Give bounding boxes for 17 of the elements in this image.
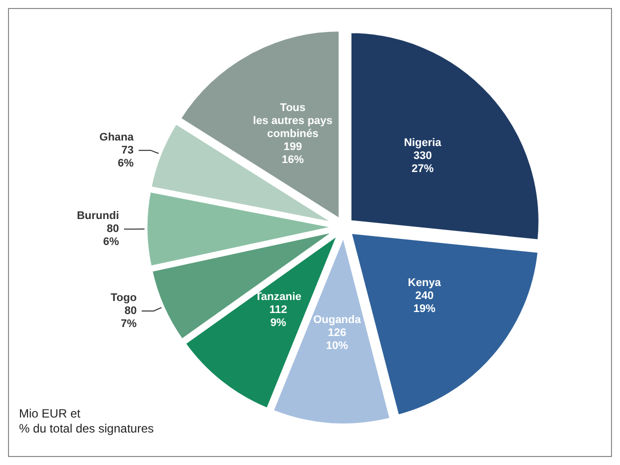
data-label: 330 27% <box>412 150 434 175</box>
data-label: 199 16% <box>282 141 304 166</box>
data-label: 112 9% <box>269 304 288 330</box>
slice-label: Nigeria <box>404 136 442 149</box>
data-label: 240 19% <box>413 290 436 316</box>
data-label: 80 6% <box>103 223 120 248</box>
slice-label: Kenya <box>408 277 442 290</box>
data-label: 126 10% <box>326 326 348 352</box>
slice-label: Ouganda <box>313 314 362 326</box>
slice-label: Tous les autres pays combinés <box>253 102 333 140</box>
slice-label: Togo <box>110 292 137 304</box>
data-label: 80 7% <box>120 304 137 330</box>
data-label: 73 6% <box>118 144 134 170</box>
slice-label: Tanzanie <box>255 291 302 304</box>
slice-label: Burundi <box>76 210 120 222</box>
text: Mio EUR et % du total des signatures <box>19 406 154 436</box>
slice-label: Ghana <box>99 131 135 144</box>
